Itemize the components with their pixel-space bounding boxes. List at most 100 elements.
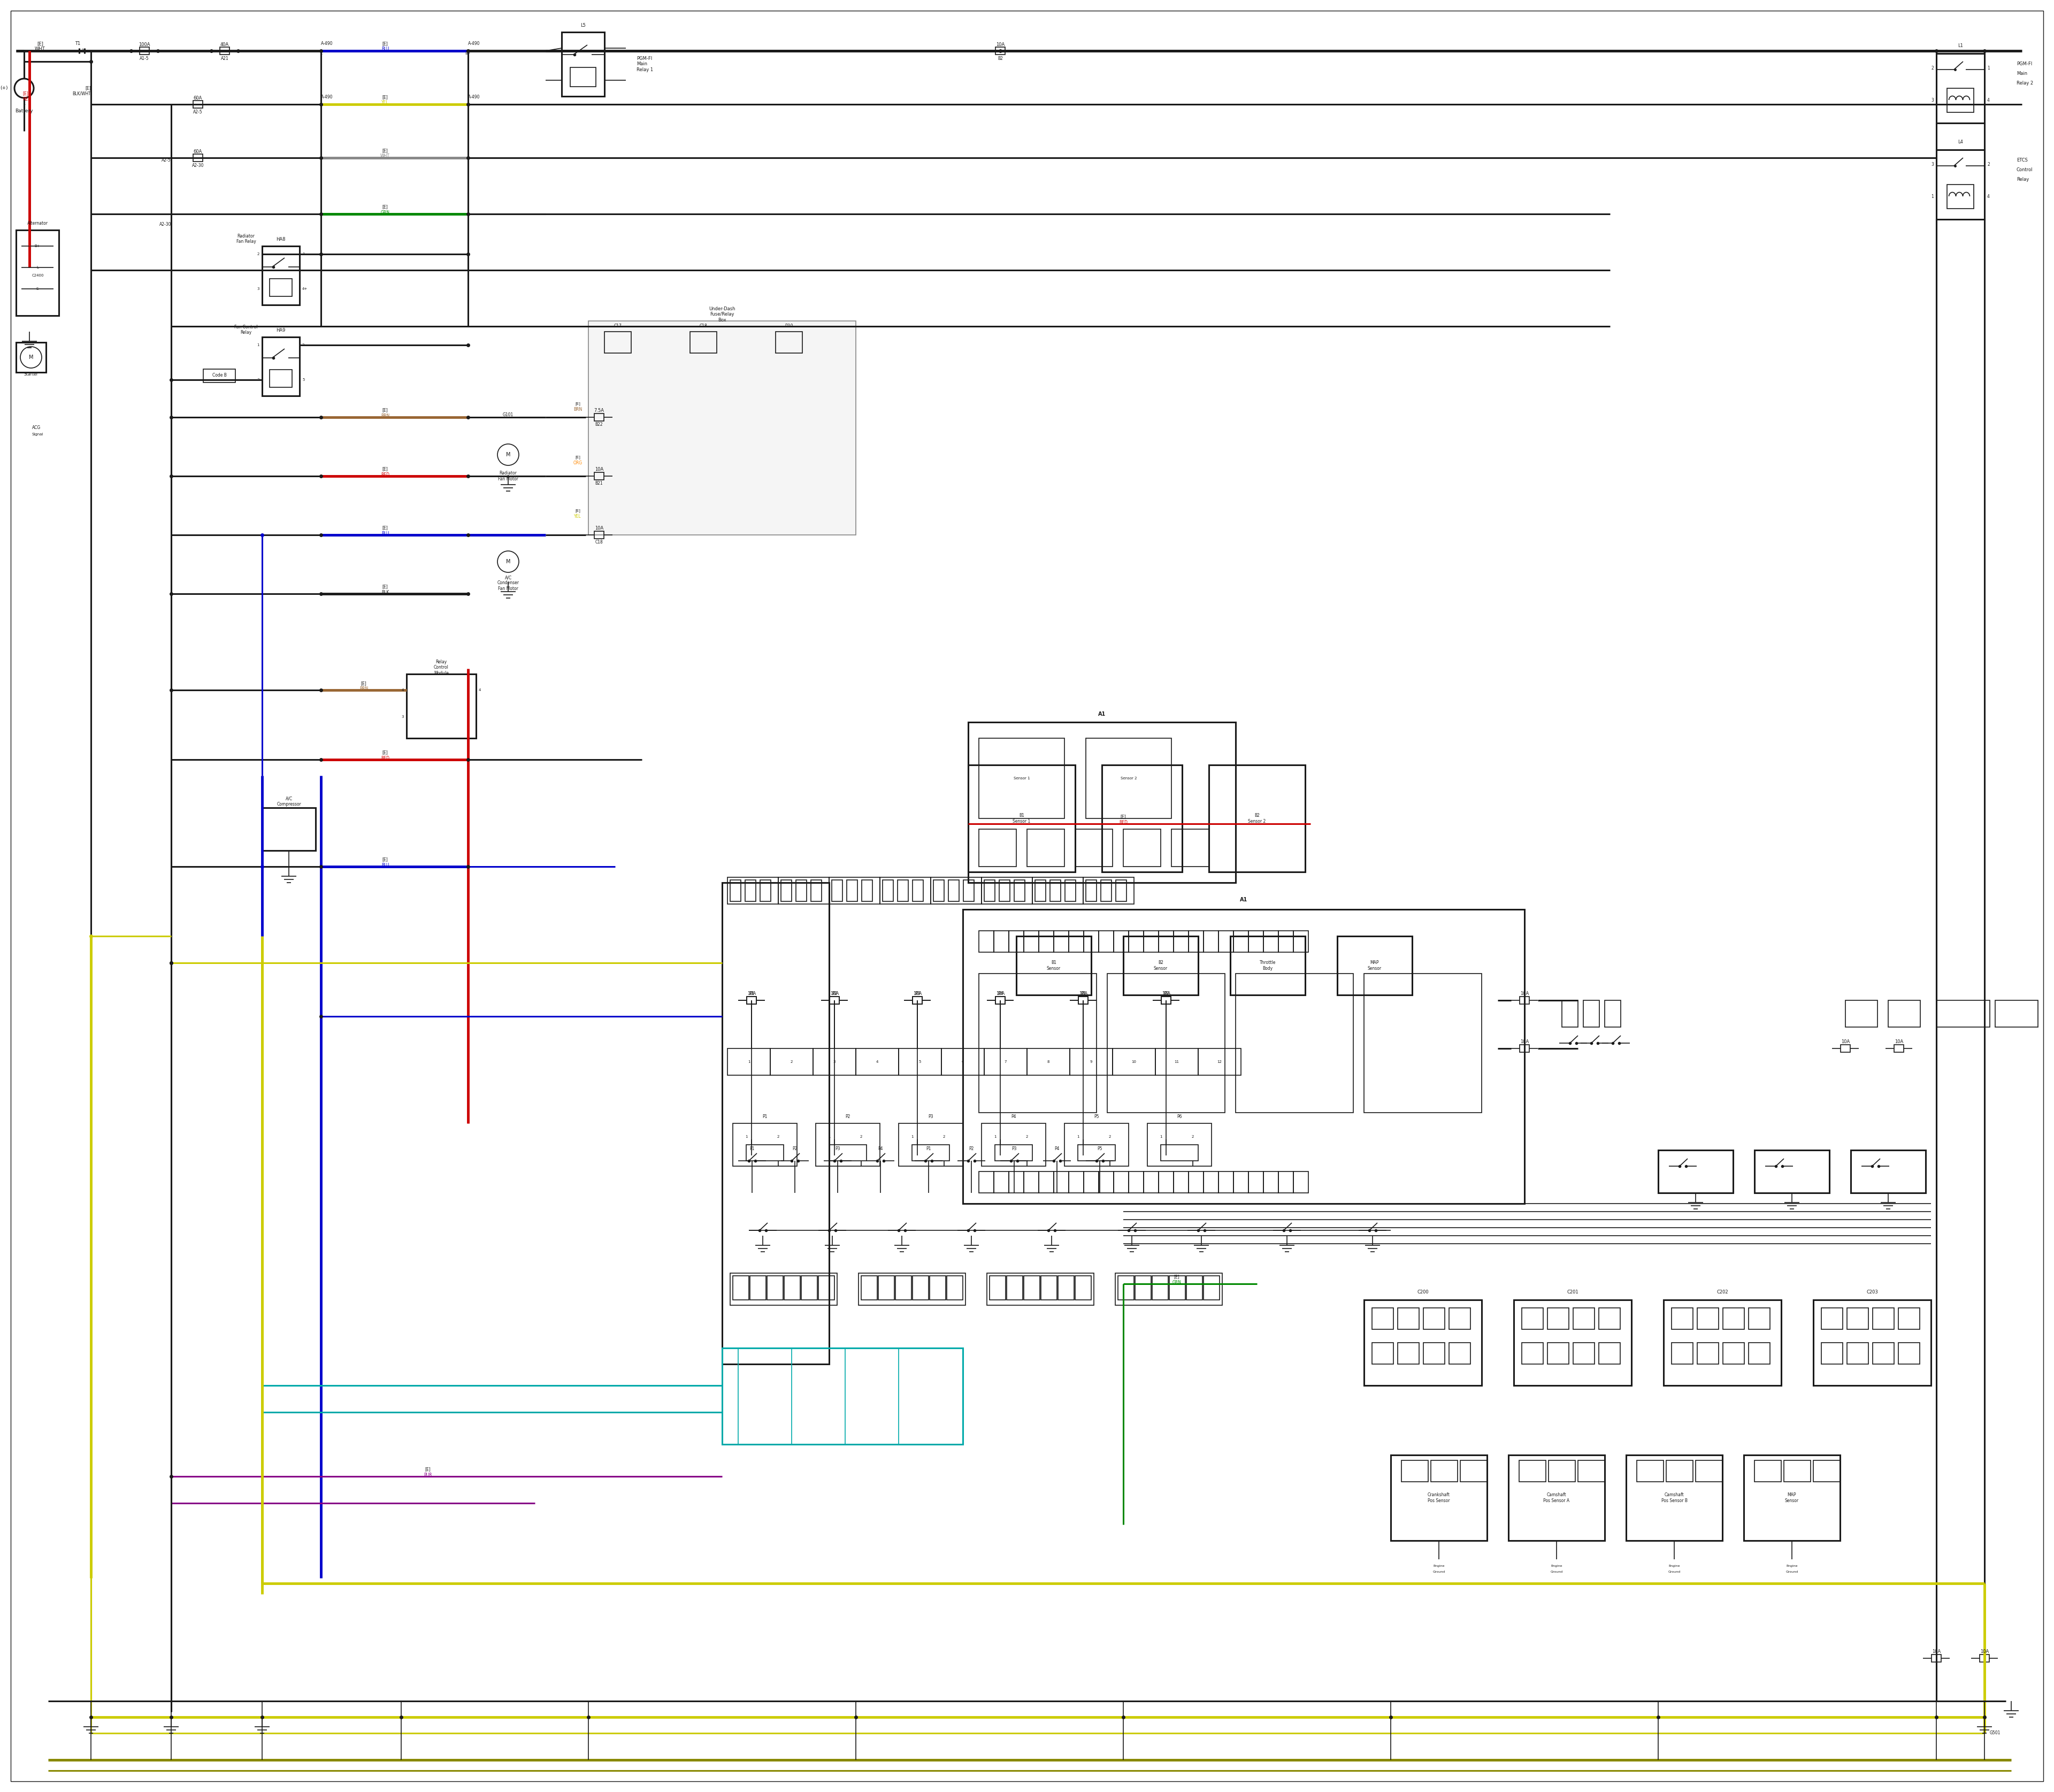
Bar: [1078, 996, 1089, 1004]
Bar: [1460, 1460, 1487, 1482]
Bar: [980, 1172, 994, 1193]
Text: [E]: [E]: [382, 204, 388, 210]
Bar: [1230, 935, 1304, 995]
Bar: [1204, 930, 1218, 952]
Text: Camshaft
Pos Sensor B: Camshaft Pos Sensor B: [1662, 1493, 1686, 1503]
Text: Engine: Engine: [1434, 1564, 1444, 1566]
Text: C201: C201: [1567, 1290, 1577, 1294]
Bar: [1873, 1342, 1894, 1364]
Text: 1: 1: [23, 100, 25, 106]
Bar: [1847, 1308, 1869, 1330]
Bar: [594, 530, 604, 539]
Bar: [990, 1276, 1006, 1299]
Bar: [1522, 1308, 1543, 1330]
Text: Ground: Ground: [1668, 1570, 1680, 1573]
Bar: [898, 880, 908, 901]
Text: C17: C17: [614, 324, 622, 328]
Bar: [220, 47, 230, 54]
Bar: [16, 229, 60, 315]
Text: 4: 4: [1986, 99, 1990, 102]
Bar: [561, 32, 604, 97]
Text: [E]: [E]: [382, 149, 388, 154]
Text: A/C
Condenser
Fan Motor: A/C Condenser Fan Motor: [497, 575, 520, 591]
Bar: [1078, 996, 1089, 1004]
Bar: [1520, 1045, 1530, 1052]
Bar: [269, 278, 292, 296]
Text: P1: P1: [750, 991, 754, 996]
Bar: [1210, 765, 1304, 873]
Bar: [203, 369, 236, 382]
Text: P4: P4: [1011, 1115, 1017, 1120]
Bar: [998, 880, 1011, 901]
Text: 3: 3: [1931, 99, 1933, 102]
Bar: [1522, 1342, 1543, 1364]
Text: 1: 1: [748, 1061, 750, 1063]
Bar: [1050, 880, 1060, 901]
Text: 2: 2: [1025, 1134, 1029, 1138]
Text: PGM-FI: PGM-FI: [2017, 61, 2031, 66]
Text: D10: D10: [785, 324, 793, 328]
Bar: [1039, 930, 1054, 952]
Bar: [1015, 880, 1025, 901]
Text: P2: P2: [1163, 991, 1169, 996]
Bar: [571, 68, 596, 86]
Bar: [930, 878, 982, 903]
Bar: [760, 880, 770, 901]
Bar: [1144, 1172, 1158, 1193]
Bar: [1115, 880, 1126, 901]
Bar: [1064, 1124, 1128, 1167]
Bar: [1107, 973, 1224, 1113]
Text: 10A: 10A: [1163, 991, 1171, 996]
Text: 3: 3: [1931, 163, 1933, 167]
Bar: [733, 1276, 750, 1299]
Bar: [1027, 1048, 1070, 1075]
Text: HA8: HA8: [275, 237, 286, 242]
Bar: [1068, 1172, 1085, 1193]
Text: (+): (+): [0, 86, 8, 91]
Bar: [1041, 1276, 1058, 1299]
Text: Throttle
Body: Throttle Body: [1259, 961, 1276, 971]
Bar: [748, 996, 756, 1004]
Bar: [1278, 1172, 1294, 1193]
Text: [E]: [E]: [382, 751, 388, 754]
Text: 10A: 10A: [1933, 1649, 1941, 1654]
Text: P3: P3: [836, 1147, 840, 1152]
Text: 3: 3: [401, 715, 405, 719]
Text: A-490: A-490: [468, 41, 481, 47]
Bar: [1113, 1048, 1154, 1075]
Text: Sensor 1: Sensor 1: [1013, 776, 1029, 780]
Bar: [984, 1048, 1027, 1075]
Text: HA9: HA9: [275, 328, 286, 333]
Text: 1: 1: [302, 253, 304, 256]
Text: [E]: [E]: [382, 409, 388, 412]
Text: WHT: WHT: [380, 154, 390, 159]
Text: 2: 2: [302, 344, 304, 346]
Bar: [723, 1348, 963, 1444]
Bar: [1598, 1308, 1621, 1330]
Text: 10A: 10A: [996, 41, 1004, 47]
Text: Code B: Code B: [212, 373, 226, 378]
Text: P2: P2: [793, 1147, 797, 1152]
Text: 2: 2: [1986, 163, 1990, 167]
Text: 10A: 10A: [1520, 1039, 1528, 1045]
Text: 1: 1: [994, 1134, 996, 1138]
Text: 2: 2: [943, 1134, 945, 1138]
Text: B1
Sensor 1: B1 Sensor 1: [1013, 814, 1031, 824]
Bar: [996, 996, 1004, 1004]
Text: [E]: [E]: [1175, 1274, 1179, 1279]
Text: Ground: Ground: [1551, 1570, 1563, 1573]
Bar: [1204, 1276, 1220, 1299]
Bar: [1154, 1048, 1197, 1075]
Text: Main: Main: [2017, 72, 2027, 77]
Text: 1: 1: [746, 1134, 748, 1138]
Bar: [1074, 1276, 1091, 1299]
Bar: [1783, 1460, 1812, 1482]
Bar: [1171, 830, 1210, 867]
Bar: [1947, 185, 1974, 208]
Text: RED: RED: [1119, 819, 1128, 824]
Text: Camshaft
Pos Sensor A: Camshaft Pos Sensor A: [1543, 1493, 1569, 1503]
Text: L: L: [37, 265, 39, 269]
Bar: [1204, 1172, 1218, 1193]
Bar: [1364, 1299, 1481, 1385]
Text: Relay: Relay: [240, 330, 253, 335]
